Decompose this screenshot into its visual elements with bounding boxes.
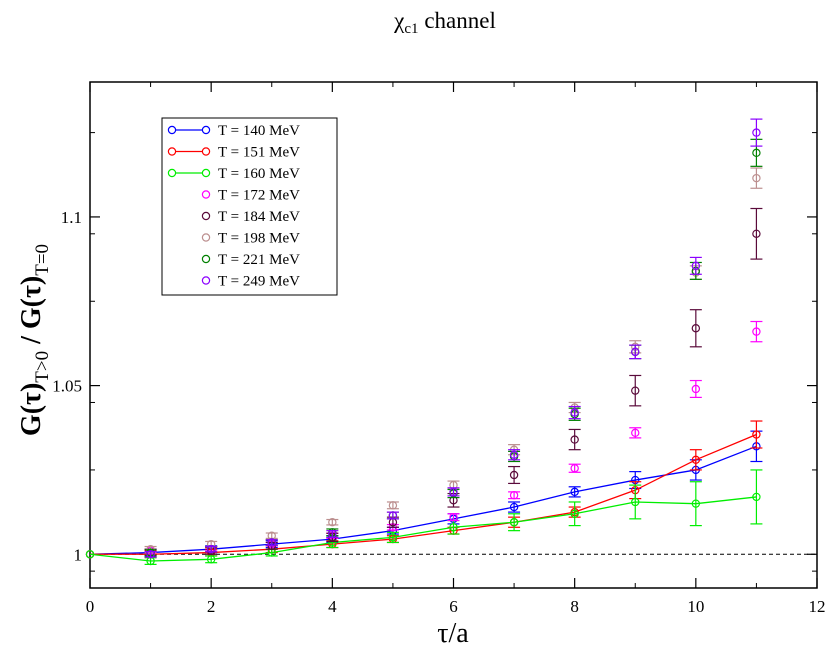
legend-marker bbox=[201, 254, 211, 264]
data-point bbox=[570, 509, 579, 518]
legend-marker bbox=[167, 125, 177, 135]
data-point bbox=[206, 555, 216, 564]
legend-label: T = 184 MeV bbox=[218, 209, 300, 225]
data-point bbox=[509, 450, 519, 459]
y-axis-label-mid: / G(τ) bbox=[16, 276, 47, 351]
series-line bbox=[89, 496, 757, 562]
data-point bbox=[267, 538, 276, 547]
data-point bbox=[631, 428, 640, 438]
y-axis-label-main: G(τ) bbox=[16, 383, 47, 436]
data-point bbox=[631, 497, 640, 507]
chart-title-rest: channel bbox=[419, 8, 496, 33]
data-point bbox=[752, 327, 761, 336]
data-point bbox=[146, 550, 155, 559]
chart-title-sub: c1 bbox=[404, 21, 418, 37]
series-1 bbox=[85, 420, 763, 559]
data-point bbox=[449, 523, 458, 532]
data-point bbox=[691, 261, 701, 271]
legend-label: T = 151 MeV bbox=[218, 145, 300, 161]
legend-label: T = 140 MeV bbox=[218, 123, 300, 139]
x-tick-label: 4 bbox=[328, 597, 337, 616]
chart-title: χc1 channel bbox=[393, 8, 496, 37]
legend-marker bbox=[201, 147, 211, 156]
y-tick-label: 1.1 bbox=[61, 208, 82, 227]
data-point bbox=[85, 550, 95, 559]
data-point bbox=[631, 347, 640, 357]
legend-marker bbox=[201, 125, 211, 135]
chart-title-main: χ bbox=[393, 8, 405, 33]
data-point bbox=[509, 518, 519, 527]
x-tick-label: 12 bbox=[809, 597, 826, 616]
data-point bbox=[752, 128, 761, 137]
legend-box bbox=[161, 117, 338, 296]
y-tick-label: 1.05 bbox=[52, 377, 82, 396]
data-point bbox=[449, 512, 458, 522]
data-point bbox=[328, 529, 337, 539]
legend-marker bbox=[201, 168, 211, 178]
series-7 bbox=[144, 118, 763, 559]
data-point bbox=[752, 430, 761, 439]
legend-label: T = 198 MeV bbox=[218, 231, 300, 247]
data-point bbox=[691, 384, 701, 394]
data-point bbox=[570, 464, 579, 473]
y-axis-label-sub2: T=0 bbox=[32, 244, 53, 276]
y-axis-label-sub1: T>0 bbox=[32, 351, 53, 383]
y-tick-label: 1 bbox=[74, 545, 83, 564]
data-point bbox=[691, 324, 701, 333]
data-point bbox=[449, 487, 458, 497]
data-point bbox=[691, 499, 701, 508]
series-line bbox=[90, 433, 757, 555]
x-tick-label: 6 bbox=[449, 597, 458, 616]
data-point bbox=[206, 545, 216, 554]
data-point bbox=[570, 487, 579, 497]
series-3 bbox=[144, 320, 763, 556]
legend-marker bbox=[167, 147, 177, 156]
legend: T = 140 MeV T = 151 MeV T = 160 MeV T = 172… bbox=[161, 117, 338, 296]
series-2 bbox=[85, 469, 763, 566]
x-axis-label: τ/a bbox=[437, 618, 469, 645]
data-point bbox=[509, 491, 519, 500]
data-point bbox=[631, 386, 640, 395]
data-point bbox=[509, 502, 519, 512]
x-tick-label: 2 bbox=[207, 597, 216, 616]
y-axis-label: G(τ)T>0 / G(τ)T=0 bbox=[16, 244, 53, 436]
data-point bbox=[570, 408, 579, 417]
series-0 bbox=[85, 430, 763, 559]
data-point bbox=[388, 511, 398, 520]
x-tick-label: 8 bbox=[570, 597, 579, 616]
legend-marker bbox=[201, 233, 211, 242]
data-point bbox=[509, 470, 519, 480]
series-line bbox=[89, 445, 757, 555]
data-point bbox=[388, 501, 398, 510]
x-tick-label: 10 bbox=[687, 597, 704, 616]
legend-label: T = 160 MeV bbox=[218, 166, 300, 182]
data-point bbox=[328, 518, 337, 527]
data-point bbox=[752, 148, 761, 158]
data-point bbox=[570, 435, 579, 444]
legend-label: T = 221 MeV bbox=[218, 252, 300, 268]
legend-label: T = 172 MeV bbox=[218, 188, 300, 204]
legend-marker bbox=[201, 276, 211, 285]
data-point bbox=[752, 492, 761, 502]
x-tick-label: 0 bbox=[86, 597, 95, 616]
legend-marker bbox=[201, 211, 211, 221]
legend-label: T = 249 MeV bbox=[218, 274, 300, 290]
legend-marker bbox=[201, 190, 211, 199]
data-point bbox=[388, 533, 398, 542]
data-point bbox=[752, 229, 761, 238]
data-point bbox=[691, 455, 701, 465]
legend-marker bbox=[167, 168, 177, 178]
data-point bbox=[752, 173, 761, 183]
